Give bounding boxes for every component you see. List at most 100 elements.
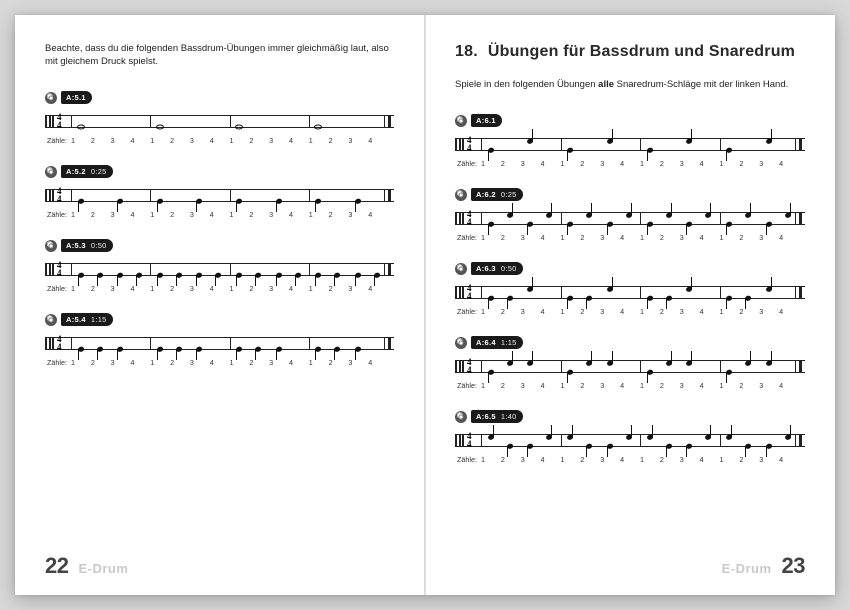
barline [71, 337, 72, 349]
note-stem [176, 349, 177, 360]
exercise: A:5.30:5044Zähle:1234123412341234 [45, 239, 394, 293]
count-row: Zähle:1234123412341234 [455, 159, 805, 168]
count-cell: 3 [759, 307, 779, 316]
barline [720, 286, 721, 298]
note-stem [790, 203, 791, 215]
count-cell: 1 [309, 358, 329, 367]
note-stem [255, 275, 256, 286]
count-cell: 4 [210, 358, 230, 367]
count-cell: 2 [501, 159, 521, 168]
track-id: A:6.4 [476, 338, 496, 347]
note-stem [710, 203, 711, 215]
track-tag: A:6.1 [471, 114, 502, 127]
track-tag: A:5.1 [61, 91, 92, 104]
cd-icon [45, 240, 57, 252]
barline [795, 360, 796, 372]
note-stem [196, 275, 197, 286]
count-cell: 4 [700, 381, 720, 390]
count-cell: 4 [541, 159, 561, 168]
note-stem [771, 351, 772, 363]
count-cell: 1 [309, 210, 329, 219]
time-signature: 44 [467, 136, 472, 152]
note-stem [771, 129, 772, 141]
whole-note [235, 124, 243, 129]
track-id: A:5.4 [66, 315, 86, 324]
count-cell: 1 [561, 159, 581, 168]
count-cell: 1 [481, 233, 501, 242]
count-label: Zähle: [457, 233, 481, 242]
count-cell: 3 [269, 136, 289, 145]
count-cell: 3 [190, 358, 210, 367]
count-cell: 1 [230, 210, 250, 219]
count-cell: 4 [700, 159, 720, 168]
count-label: Zähle: [457, 455, 481, 464]
note-stem [631, 425, 632, 437]
time-signature: 44 [467, 284, 472, 300]
note-stem [295, 275, 296, 286]
count-cell: 4 [210, 284, 230, 293]
note-stem [607, 446, 608, 457]
count-cell: 1 [230, 358, 250, 367]
count-cell: 4 [541, 381, 561, 390]
barline [795, 286, 796, 298]
note-stem [255, 349, 256, 360]
count-cell: 3 [111, 210, 131, 219]
note-stem [612, 277, 613, 289]
note-region [481, 354, 799, 378]
note-stem [176, 275, 177, 286]
count-cell: 3 [111, 358, 131, 367]
barline [150, 115, 151, 127]
percussion-clef-icon [459, 138, 464, 150]
count-cell: 3 [600, 159, 620, 168]
whole-note [314, 124, 322, 129]
barline [799, 212, 802, 224]
count-cell: 2 [249, 284, 269, 293]
count-label: Zähle: [47, 358, 71, 367]
note-stem [710, 425, 711, 437]
note-stem [78, 349, 79, 360]
count-cell: 2 [660, 233, 680, 242]
track-tag: A:5.30:50 [61, 239, 113, 252]
count-cell: 2 [580, 159, 600, 168]
cd-icon [455, 263, 467, 275]
count-cell: 3 [269, 358, 289, 367]
count-cell: 2 [249, 136, 269, 145]
count-cell: 2 [329, 136, 349, 145]
note-region [481, 428, 799, 452]
note-stem [567, 298, 568, 309]
note-stem [512, 351, 513, 363]
note-stem [236, 275, 237, 286]
barline [150, 189, 151, 201]
count-cell: 1 [230, 284, 250, 293]
track-time: 1:15 [501, 338, 517, 347]
barline [455, 360, 457, 372]
count-cell: 2 [329, 358, 349, 367]
instr-pre: Spiele in den folgenden Übungen [455, 79, 598, 90]
count-cell: 3 [348, 284, 368, 293]
barline [795, 138, 796, 150]
count-cell: 1 [150, 210, 170, 219]
note-stem [117, 275, 118, 286]
count-cell: 3 [190, 284, 210, 293]
track-id: A:6.3 [476, 264, 496, 273]
barline [71, 115, 72, 127]
count-cell: 1 [640, 381, 660, 390]
count-cell: 4 [541, 455, 561, 464]
chapter-title: Übungen für Bassdrum und Snaredrum [488, 43, 795, 61]
note-stem [671, 351, 672, 363]
note-stem [790, 425, 791, 437]
exercise-label: A:6.4 1:15 [455, 336, 523, 349]
count-cell: 3 [269, 284, 289, 293]
exercise-label: A:5.4 1:15 [45, 313, 113, 326]
note-stem [527, 446, 528, 457]
whole-note [156, 124, 164, 129]
right-exercise-list: A:6.144Zähle:1234123412341234A:6.20:2544… [455, 114, 805, 464]
chapter-heading: 18. Übungen für Bassdrum und Snaredrum [455, 43, 805, 61]
note-stem [691, 129, 692, 141]
exercise: A:5.41:1544Zähle:1234123412341234 [45, 313, 394, 367]
note-stem [527, 224, 528, 235]
track-time: 1:15 [91, 315, 107, 324]
exercise: A:5.20:2544Zähle:1234123412341234 [45, 165, 394, 219]
barline [230, 115, 231, 127]
left-exercise-list: A:5.144Zähle:1234123412341234A:5.20:2544… [45, 91, 394, 367]
